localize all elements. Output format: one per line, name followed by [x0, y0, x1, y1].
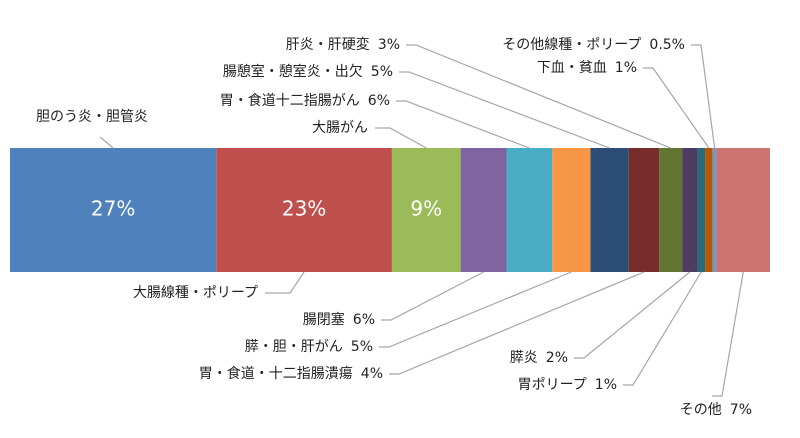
leader-line [406, 44, 671, 149]
leader-line [389, 271, 645, 375]
bar-segment [506, 148, 553, 272]
value-label: 0.5% [649, 37, 685, 53]
leader-line [99, 136, 114, 149]
bar-segment [712, 148, 717, 272]
bar-segment [682, 148, 698, 272]
category-label: 大腸線種・ポリープ [133, 285, 258, 301]
value-label: 23% [282, 197, 326, 221]
category-label: 腸閉塞 [303, 311, 345, 328]
leader-line [396, 100, 530, 149]
bar-segment [628, 148, 660, 272]
leader-line [375, 127, 427, 149]
bar-segment [460, 148, 507, 272]
value-label: 5% [371, 64, 393, 80]
leader-line [712, 271, 744, 397]
bar-segment [716, 148, 770, 272]
leader-line [265, 271, 305, 294]
value-label: 1% [615, 60, 637, 76]
category-label: 腸憩室・憩室炎・出欠 [223, 63, 363, 80]
value-label: 4% [361, 366, 383, 382]
leader-line [399, 71, 610, 149]
bar-segment [552, 148, 591, 272]
category-label: その他線種・ポリープ [502, 37, 641, 53]
category-label: 胆のう炎・胆管炎 [36, 109, 148, 125]
category-label: その他 [680, 402, 722, 418]
value-label: 3% [378, 37, 400, 53]
value-label: 9% [410, 197, 442, 221]
value-label: 6% [368, 93, 390, 109]
leader-line [381, 271, 484, 321]
category-label: 胃・食道・十二指腸潰瘍 [199, 365, 353, 382]
value-label: 7% [730, 402, 752, 418]
leader-line [623, 271, 702, 386]
value-label: 27% [91, 197, 135, 221]
category-label: 胃ポリープ [518, 377, 587, 393]
bar-segment [705, 148, 713, 272]
value-label: 2% [546, 350, 568, 366]
category-label: 膵・胆・肝がん [245, 339, 343, 355]
leader-line [574, 271, 691, 359]
bar-segment [659, 148, 683, 272]
bar-segment [697, 148, 706, 272]
category-label: 膵炎 [510, 350, 538, 366]
bar-segment [10, 148, 217, 272]
category-label: 下血・貧血 [537, 60, 607, 76]
bar-segment [391, 148, 461, 272]
category-label: 胃・食道十二指腸がん [220, 92, 360, 109]
leader-line [643, 67, 710, 149]
category-label: 肝炎・肝硬変 [286, 36, 370, 53]
value-label: 5% [351, 339, 373, 355]
value-label: 1% [595, 377, 617, 393]
bar-segment [590, 148, 629, 272]
value-label: 6% [353, 312, 375, 328]
bar-segment [216, 148, 392, 272]
category-label: 大腸がん [312, 120, 368, 136]
leader-line [379, 271, 572, 348]
leader-line [691, 44, 716, 149]
